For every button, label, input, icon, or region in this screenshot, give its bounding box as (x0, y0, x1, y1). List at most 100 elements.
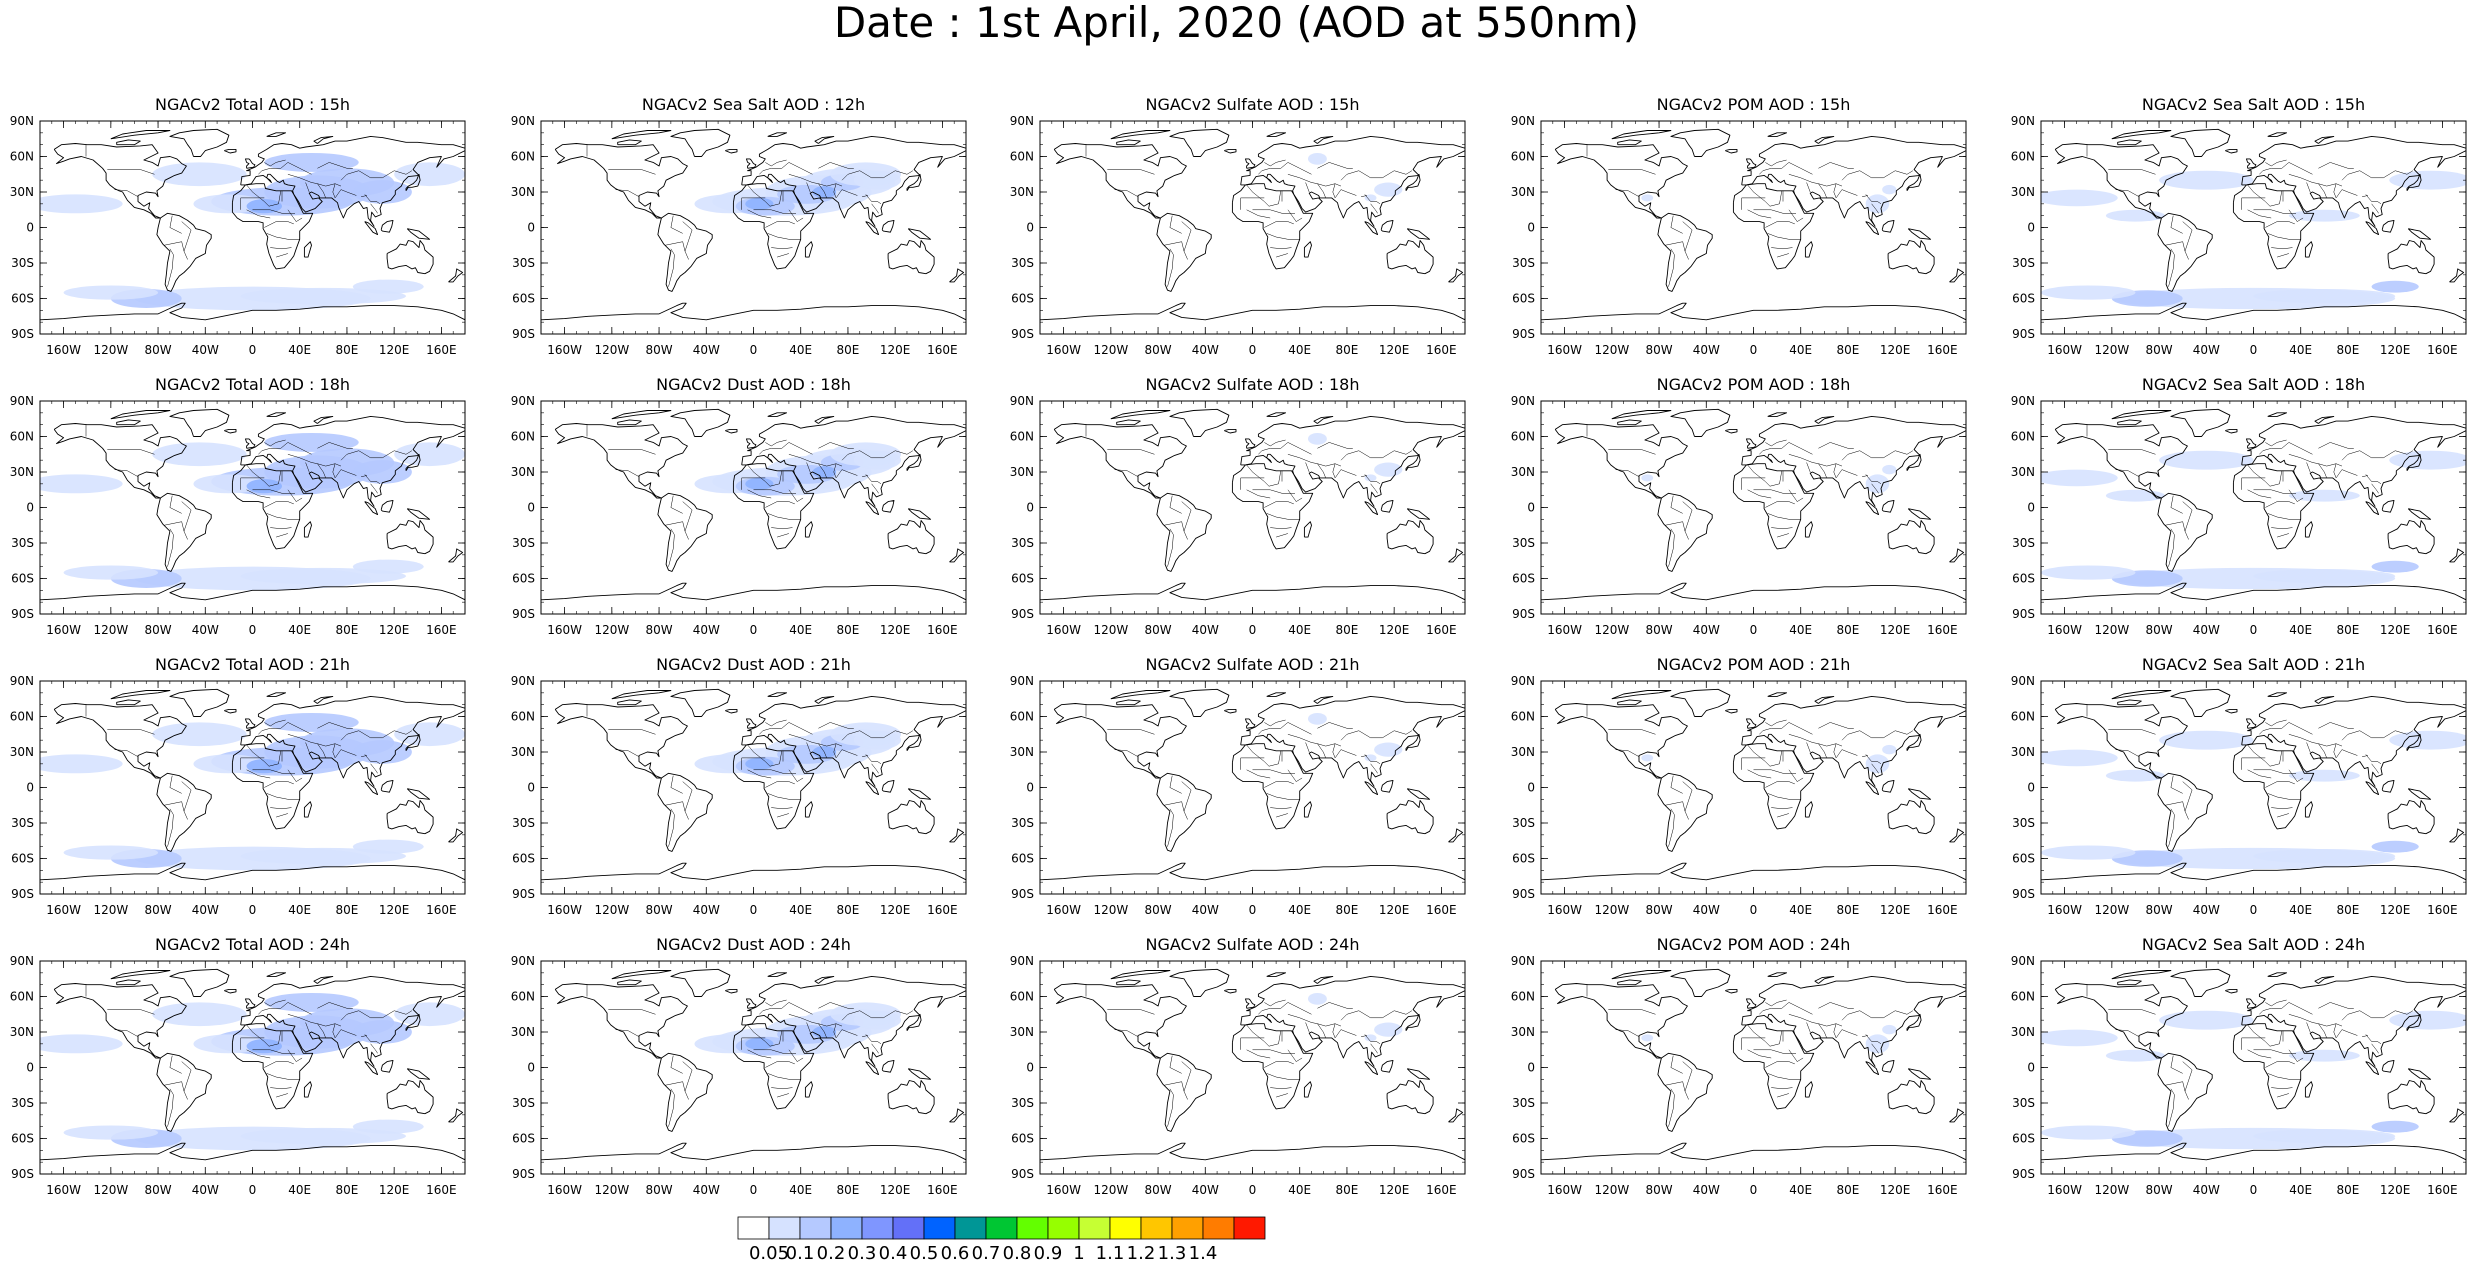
coastline (1303, 801, 1312, 818)
country-border (361, 195, 368, 197)
country-border (615, 1029, 640, 1037)
country-border (2168, 1088, 2175, 1127)
lat-tick-label: 30S (11, 256, 34, 270)
coastline (40, 862, 465, 881)
coastline (1406, 228, 1431, 240)
colorbar-label: 0.4 (879, 1243, 908, 1261)
coastline (1881, 1059, 1895, 1073)
lon-tick-label: 160E (1927, 623, 1958, 637)
coastline (2381, 499, 2395, 513)
aerosol-area (1882, 184, 1897, 195)
aerosol-area (352, 1119, 424, 1134)
coastline (2387, 240, 2435, 275)
coastline (110, 970, 171, 980)
lat-tick-label: 30S (1011, 816, 1034, 830)
lon-tick-label: 40W (693, 1183, 720, 1197)
coastline (231, 1023, 314, 1110)
coastline (240, 975, 465, 1067)
lon-tick-label: 120E (1379, 1183, 1410, 1197)
country-border (767, 1073, 801, 1080)
country-border (270, 1087, 292, 1090)
lon-tick-label: 80W (144, 903, 171, 917)
country-border (2277, 1093, 2289, 1098)
colorbar-label: 0.05 (749, 1243, 789, 1261)
coastline (1725, 148, 1738, 154)
coastline (2381, 779, 2395, 793)
country-border (2182, 501, 2193, 540)
country-border (1361, 475, 1368, 477)
coastline (2041, 582, 2466, 601)
coastline (2381, 219, 2395, 233)
coastline (804, 241, 813, 258)
coastline (1907, 508, 1932, 520)
country-border (1871, 1043, 1879, 1054)
lon-tick-label: 120W (1093, 343, 1128, 357)
country-border (1818, 183, 1827, 198)
coastline (231, 743, 314, 830)
country-border (2306, 182, 2311, 193)
country-border (1266, 513, 1300, 520)
coastline (1406, 1068, 1431, 1080)
lon-tick-label: 160E (426, 1183, 457, 1197)
country-border (240, 1037, 265, 1050)
lon-tick-label: 80E (837, 343, 860, 357)
lat-tick-label: 90S (512, 887, 535, 901)
country-border (1364, 194, 1381, 205)
country-border (1664, 801, 1686, 812)
country-border (1246, 1024, 1282, 1047)
lon-tick-label: 160W (547, 1183, 582, 1197)
coastline (865, 1061, 880, 1076)
country-border (264, 501, 294, 508)
lon-tick-label: 120W (93, 343, 128, 357)
lon-tick-label: 80E (1336, 623, 1359, 637)
coastline (380, 219, 394, 233)
coastline (1814, 695, 1835, 704)
country-border (1340, 730, 1413, 741)
aerosol-area (40, 1034, 123, 1054)
country-border (1871, 203, 1879, 214)
country-border (1181, 1061, 1192, 1100)
lat-tick-label: 90S (1011, 1167, 1034, 1181)
lon-tick-label: 80W (1144, 903, 1171, 917)
country-border (1364, 474, 1381, 485)
aerosol-area (2371, 560, 2419, 573)
coastline (2117, 979, 2142, 986)
coastline (2406, 733, 2422, 752)
country-border (2265, 781, 2295, 788)
country-border (1287, 1014, 1342, 1027)
country-border (759, 1002, 813, 1015)
country-border (806, 1022, 811, 1033)
lat-tick-label: 60N (511, 150, 535, 164)
lon-tick-label: 0 (2250, 343, 2258, 357)
coastline (1405, 1013, 1421, 1032)
lon-tick-label: 40W (1192, 343, 1219, 357)
aerosol-area (1307, 432, 1327, 445)
coastline (657, 772, 713, 852)
country-border (107, 169, 155, 175)
coastline (53, 983, 187, 1059)
lon-tick-label: 80E (837, 1183, 860, 1197)
lat-tick-label: 60N (2011, 150, 2035, 164)
country-border (1759, 1002, 1813, 1015)
coastline (2304, 241, 2313, 258)
country-border (865, 474, 882, 485)
lon-tick-label: 40E (2289, 903, 2312, 917)
lon-tick-label: 160E (927, 343, 958, 357)
country-border (747, 769, 772, 779)
coastline (2406, 453, 2422, 472)
coastline (814, 415, 835, 424)
coastline (2241, 975, 2466, 1067)
coastline (1745, 998, 1757, 1009)
panel-title: NGACv2 Sulfate AOD : 15h (1146, 95, 1360, 114)
country-border (2365, 194, 2382, 205)
coastline (2304, 801, 2313, 818)
lon-tick-label: 80E (2337, 623, 2360, 637)
coastline (1110, 410, 1171, 420)
lon-tick-label: 80W (1645, 343, 1672, 357)
country-border (1841, 450, 1914, 461)
colorbar-swatch (954, 1216, 987, 1240)
country-border (252, 1049, 295, 1054)
country-border (1252, 769, 1295, 774)
lon-tick-label: 40W (192, 623, 219, 637)
country-border (1317, 463, 1326, 478)
